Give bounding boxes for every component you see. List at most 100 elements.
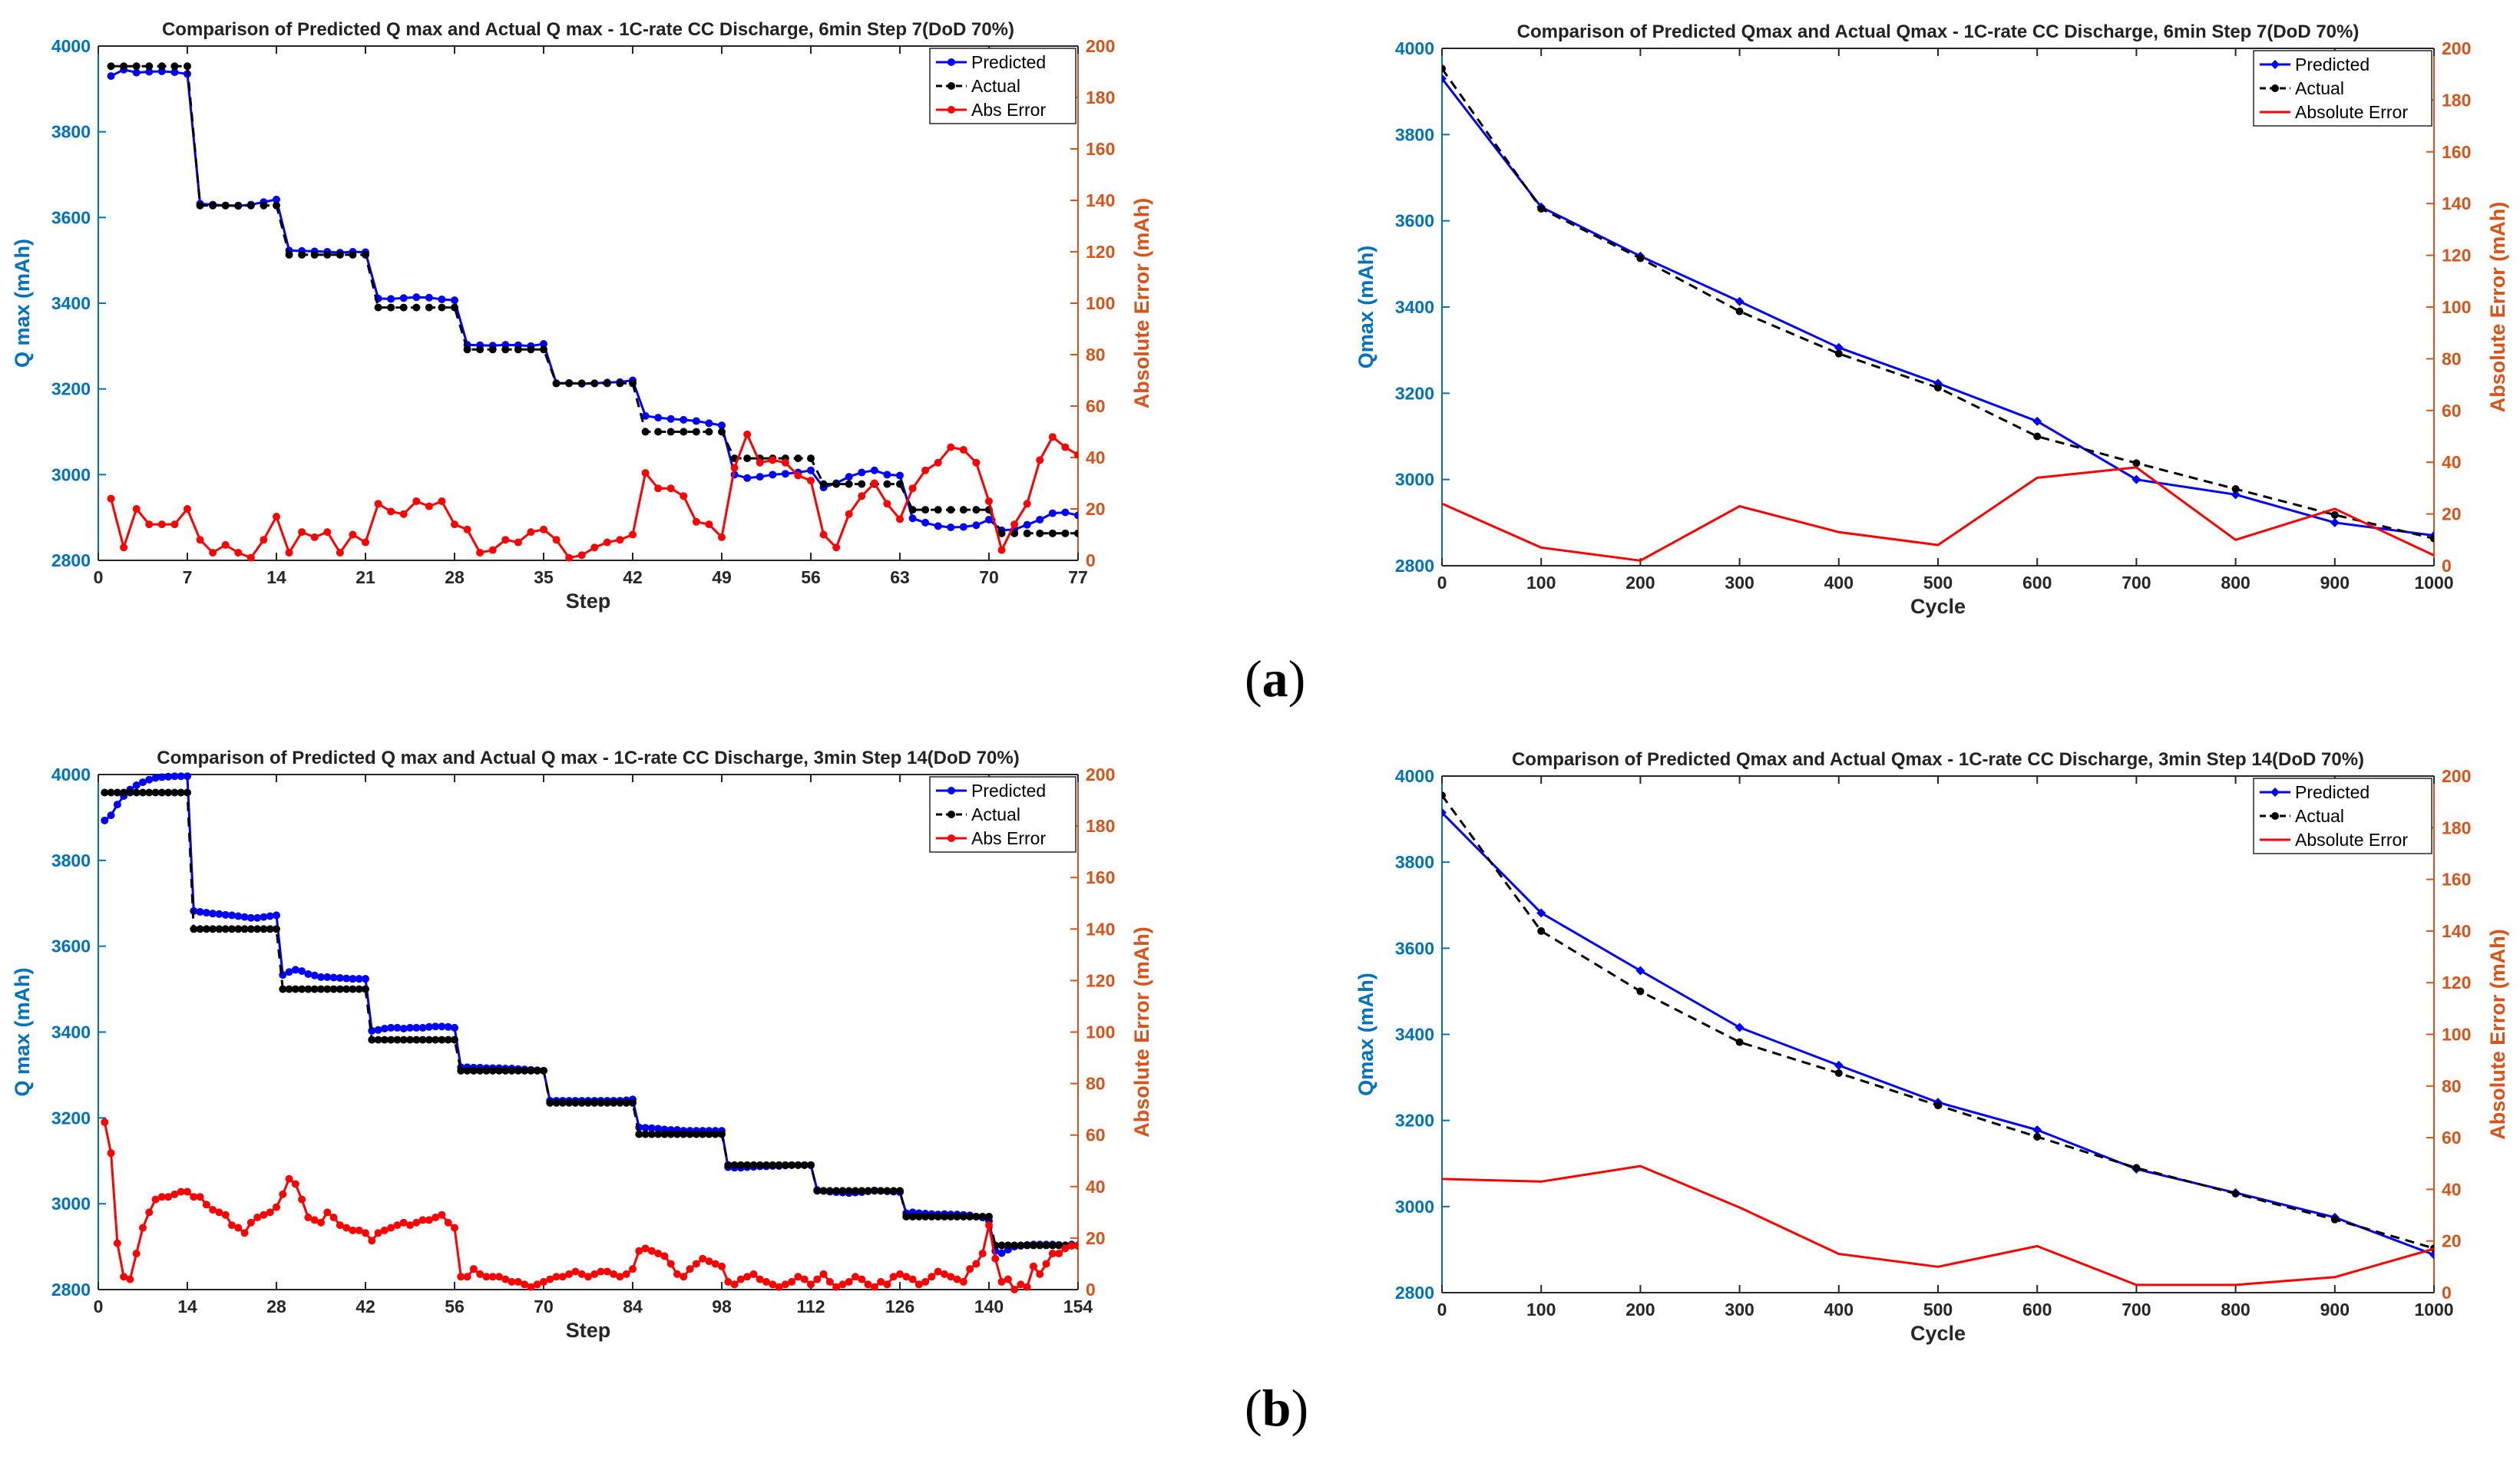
legend-marker <box>2270 788 2280 797</box>
data-point <box>285 985 293 993</box>
data-point <box>120 62 128 71</box>
data-point <box>438 295 446 303</box>
data-point <box>794 1273 802 1281</box>
data-point <box>590 1098 599 1107</box>
data-point <box>577 1098 586 1107</box>
data-point <box>577 1270 586 1278</box>
data-point <box>234 912 243 920</box>
data-point <box>234 548 243 557</box>
data-point <box>1048 1250 1057 1258</box>
data-point <box>985 497 993 505</box>
data-point <box>482 1066 491 1075</box>
data-point <box>113 788 121 797</box>
data-point <box>1030 1262 1037 1270</box>
data-point <box>781 458 789 467</box>
data-point <box>807 466 815 474</box>
data-point <box>476 548 484 557</box>
data-point <box>323 250 332 259</box>
y-tick-label-left: 3200 <box>1395 1111 1434 1131</box>
data-point <box>610 1270 618 1278</box>
data-point <box>921 506 930 514</box>
data-point <box>686 1130 694 1138</box>
data-point <box>132 505 141 513</box>
x-tick-label: 200 <box>1625 1300 1655 1320</box>
data-point <box>603 1098 611 1107</box>
legend-entry: Predicted <box>936 52 1046 72</box>
y-tick-label-right: 140 <box>2442 193 2471 213</box>
data-point <box>743 1273 752 1281</box>
data-point <box>196 925 204 933</box>
x-tick-label: 300 <box>1725 573 1754 593</box>
y-tick-label-left: 3800 <box>51 122 91 142</box>
data-point <box>2429 1250 2434 1260</box>
data-point <box>647 1124 656 1132</box>
series-actual <box>101 788 1078 1250</box>
data-point <box>858 1187 866 1195</box>
data-point <box>151 774 160 782</box>
x-tick-label: 600 <box>2022 1300 2052 1320</box>
data-point <box>947 506 955 514</box>
data-point <box>730 1280 739 1289</box>
data-point <box>769 1161 777 1169</box>
data-point <box>558 1098 567 1107</box>
series-absolute-error <box>1442 1164 2434 1287</box>
data-point <box>921 1212 930 1221</box>
data-point <box>228 925 236 933</box>
legend: Predicted Actual Abs Error <box>929 48 1076 124</box>
y-axis-label-right: Absolute Error (mAh) <box>1130 198 1153 409</box>
y-tick-label-right: 0 <box>1086 550 1096 570</box>
data-point <box>654 1130 663 1138</box>
data-point <box>120 1273 128 1281</box>
data-point <box>170 62 179 71</box>
y-tick-label-left: 4000 <box>51 765 91 785</box>
y-tick-label-right: 180 <box>1086 88 1115 107</box>
plot-area <box>98 775 1078 1290</box>
data-point <box>463 525 471 533</box>
data-point <box>1537 927 1546 935</box>
data-point <box>253 1214 262 1222</box>
x-tick-label: 56 <box>445 1296 465 1316</box>
data-point <box>221 925 230 933</box>
y-axis-label-left: Q max (mAh) <box>11 239 34 368</box>
data-point <box>635 1130 643 1138</box>
data-point <box>323 985 332 993</box>
data-point <box>1023 1241 1031 1250</box>
chart-title: Comparison of Predicted Qmax and Actual … <box>1512 749 2364 770</box>
y-tick-label-left: 2800 <box>51 1280 91 1300</box>
legend-entry: Abs Error <box>936 828 1046 848</box>
data-point <box>387 1023 395 1032</box>
data-point <box>654 484 663 493</box>
data-point <box>1036 1241 1044 1250</box>
data-point <box>877 1187 885 1195</box>
y-tick-label-right: 100 <box>2442 297 2471 317</box>
chart-a-left: Comparison of Predicted Q max and Actual… <box>11 19 1153 613</box>
data-point <box>170 788 179 797</box>
data-point <box>673 1130 681 1138</box>
data-point <box>2132 1164 2141 1172</box>
data-point <box>590 543 599 552</box>
legend-label: Abs Error <box>971 100 1046 120</box>
legend-label: Predicted <box>971 52 1046 72</box>
data-point <box>832 1187 841 1195</box>
y-tick-label-right: 100 <box>2442 1025 2471 1045</box>
data-point <box>336 985 344 993</box>
y-tick-label-right: 180 <box>2442 90 2471 110</box>
legend-entry: Actual <box>2260 78 2344 98</box>
data-point <box>1017 1280 1025 1289</box>
data-point <box>680 1130 688 1138</box>
x-tick-label: 0 <box>94 567 104 587</box>
data-point <box>622 1098 630 1107</box>
data-point <box>209 1205 217 1214</box>
y-tick-label-right: 180 <box>1086 816 1115 836</box>
x-tick-label: 35 <box>534 567 554 587</box>
data-point <box>858 1275 866 1283</box>
data-point <box>934 458 942 467</box>
data-point <box>858 480 866 488</box>
data-point <box>819 1187 828 1195</box>
data-point <box>1834 349 1843 358</box>
data-point <box>310 250 319 259</box>
y-tick-label-left: 3200 <box>1395 383 1434 403</box>
y-tick-label-left: 3200 <box>51 379 91 399</box>
data-point <box>845 473 853 481</box>
data-point <box>393 1023 402 1032</box>
